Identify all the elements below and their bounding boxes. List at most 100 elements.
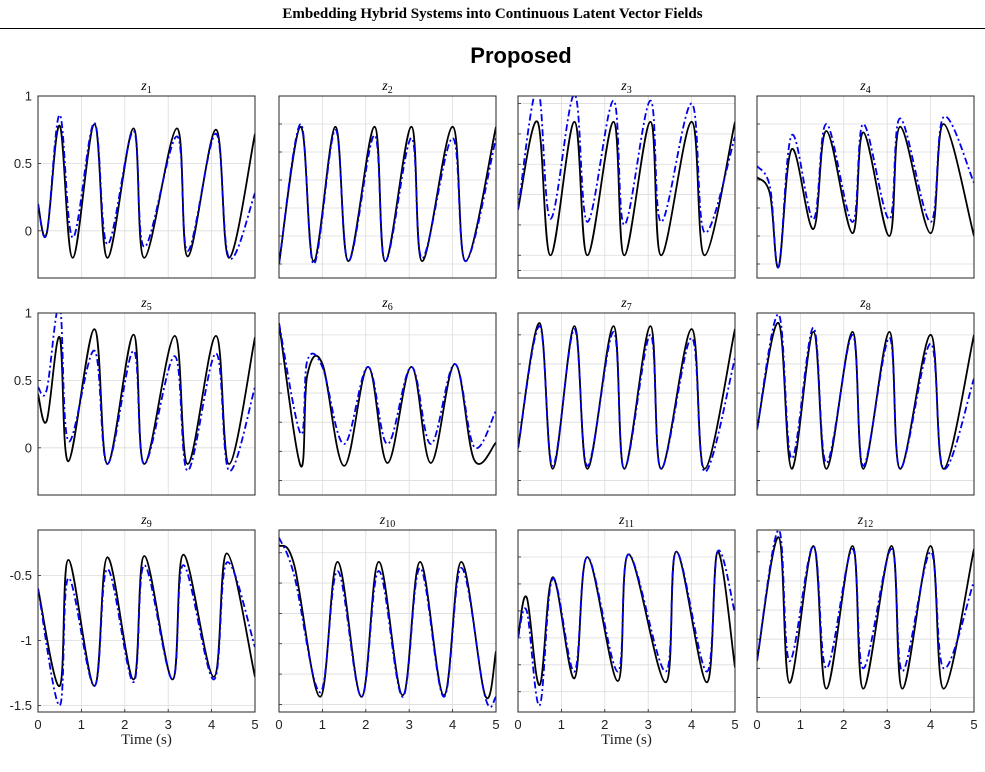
subplot-title-index: 8 bbox=[866, 302, 871, 313]
subplot-title: z9 bbox=[140, 513, 151, 530]
y-tick-label: -1 bbox=[20, 633, 32, 648]
subplot-z7: z7 bbox=[517, 296, 736, 496]
x-tick-label: 1 bbox=[558, 717, 565, 732]
subplot-z9: z9 -0.5 -1 -1.50 1 2 3 4 5 Time (s) bbox=[10, 513, 259, 748]
series-line-actual bbox=[38, 123, 255, 259]
x-tick-label: 4 bbox=[927, 717, 934, 732]
plot-area bbox=[279, 96, 496, 278]
axes-frame bbox=[278, 95, 497, 279]
plot-area bbox=[279, 313, 496, 495]
y-tick-label: -0.5 bbox=[10, 568, 32, 583]
x-tick-label: 0 bbox=[514, 717, 521, 732]
subplot-z8: z8 bbox=[756, 296, 975, 496]
subplot-z2: z2 bbox=[278, 79, 497, 279]
series-line-actual bbox=[518, 120, 735, 257]
figure-title: Proposed bbox=[470, 43, 571, 68]
axes-frame bbox=[37, 95, 256, 279]
x-tick-label: 3 bbox=[884, 717, 891, 732]
series-line-predicted bbox=[757, 530, 974, 673]
subplot-title: z2 bbox=[381, 79, 392, 96]
subplot-title-index: 1 bbox=[147, 85, 152, 96]
x-tick-label: 1 bbox=[78, 717, 85, 732]
axes-frame bbox=[756, 529, 975, 713]
y-tick-label: 0.5 bbox=[14, 156, 32, 171]
subplot-z6: z6 bbox=[278, 296, 497, 496]
x-tick-label: 2 bbox=[121, 717, 128, 732]
subplot-title-index: 7 bbox=[627, 302, 632, 313]
x-tick-label: 1 bbox=[797, 717, 804, 732]
y-tick-label: 1 bbox=[25, 89, 32, 104]
x-tick-label: 2 bbox=[840, 717, 847, 732]
subplot-title: z11 bbox=[618, 513, 634, 530]
subplot-z10: z10 0 1 2 3 4 5 bbox=[275, 513, 499, 732]
subplot-title-index: 10 bbox=[385, 519, 395, 530]
axes-frame bbox=[517, 95, 736, 279]
subplot-z3: z3 bbox=[517, 79, 736, 279]
x-tick-label: 4 bbox=[208, 717, 215, 732]
subplot-title: z5 bbox=[140, 296, 151, 313]
subplot-title: z8 bbox=[859, 296, 870, 313]
series-line-actual bbox=[279, 544, 496, 700]
series-line-predicted bbox=[757, 313, 974, 470]
subplot-title: z3 bbox=[620, 79, 631, 96]
subplot-title-index: 5 bbox=[147, 302, 152, 313]
x-tick-label: 3 bbox=[406, 717, 413, 732]
plot-area bbox=[518, 313, 735, 495]
subplot-title: z1 bbox=[140, 79, 151, 96]
subplot-title: z6 bbox=[381, 296, 392, 313]
subplot-title-index: 12 bbox=[863, 519, 873, 530]
subplot-title-index: 9 bbox=[147, 519, 152, 530]
y-tick-label: -1.5 bbox=[10, 698, 32, 713]
x-tick-label: 4 bbox=[688, 717, 695, 732]
x-tick-label: 1 bbox=[319, 717, 326, 732]
axes-frame bbox=[517, 529, 736, 713]
paper-header: Embedding Hybrid Systems into Continuous… bbox=[0, 0, 985, 29]
x-tick-label: 4 bbox=[449, 717, 456, 732]
subplot-title: z7 bbox=[620, 296, 631, 313]
axes-frame bbox=[517, 312, 736, 496]
subplot-title: z10 bbox=[379, 513, 395, 530]
subplot-z5: z5 1 0.5 0 bbox=[14, 296, 256, 496]
plot-area bbox=[38, 530, 255, 712]
subplot-title-index: 3 bbox=[627, 85, 632, 96]
series-line-actual bbox=[518, 550, 735, 686]
series-line-predicted bbox=[757, 115, 974, 269]
x-tick-label: 5 bbox=[970, 717, 977, 732]
series-line-predicted bbox=[38, 113, 255, 260]
axes-frame bbox=[278, 312, 497, 496]
subplot-title: z12 bbox=[857, 513, 873, 530]
subplot-z4: z4 bbox=[756, 79, 975, 279]
y-tick-label: 0 bbox=[25, 223, 32, 238]
series-line-predicted bbox=[38, 313, 255, 472]
x-tick-label: 5 bbox=[492, 717, 499, 732]
x-tick-label: 3 bbox=[165, 717, 172, 732]
x-tick-label: 3 bbox=[645, 717, 652, 732]
x-tick-label: 0 bbox=[753, 717, 760, 732]
y-tick-label: 1 bbox=[25, 306, 32, 321]
y-tick-label: 0.5 bbox=[14, 373, 32, 388]
subplot-title-index: 4 bbox=[866, 85, 871, 96]
series-line-actual bbox=[38, 552, 255, 687]
series-line-predicted bbox=[518, 549, 735, 707]
plot-area bbox=[38, 96, 255, 278]
x-axis-label: Time (s) bbox=[121, 732, 172, 748]
plot-area bbox=[279, 530, 496, 712]
series-line-predicted bbox=[279, 123, 496, 265]
x-tick-label: 5 bbox=[731, 717, 738, 732]
series-line-predicted bbox=[279, 537, 496, 708]
x-tick-label: 0 bbox=[275, 717, 282, 732]
subplot-title-index: 11 bbox=[624, 519, 634, 530]
x-tick-label: 2 bbox=[601, 717, 608, 732]
x-tick-label: 0 bbox=[34, 717, 41, 732]
x-tick-label: 2 bbox=[362, 717, 369, 732]
subplot-title-index: 2 bbox=[388, 85, 393, 96]
axes-frame bbox=[278, 529, 497, 713]
axes-frame bbox=[756, 312, 975, 496]
subplot-z11: z11 0 1 2 3 4 5 Time (s) bbox=[514, 513, 738, 748]
axes-frame bbox=[37, 529, 256, 713]
x-tick-label: 5 bbox=[251, 717, 258, 732]
